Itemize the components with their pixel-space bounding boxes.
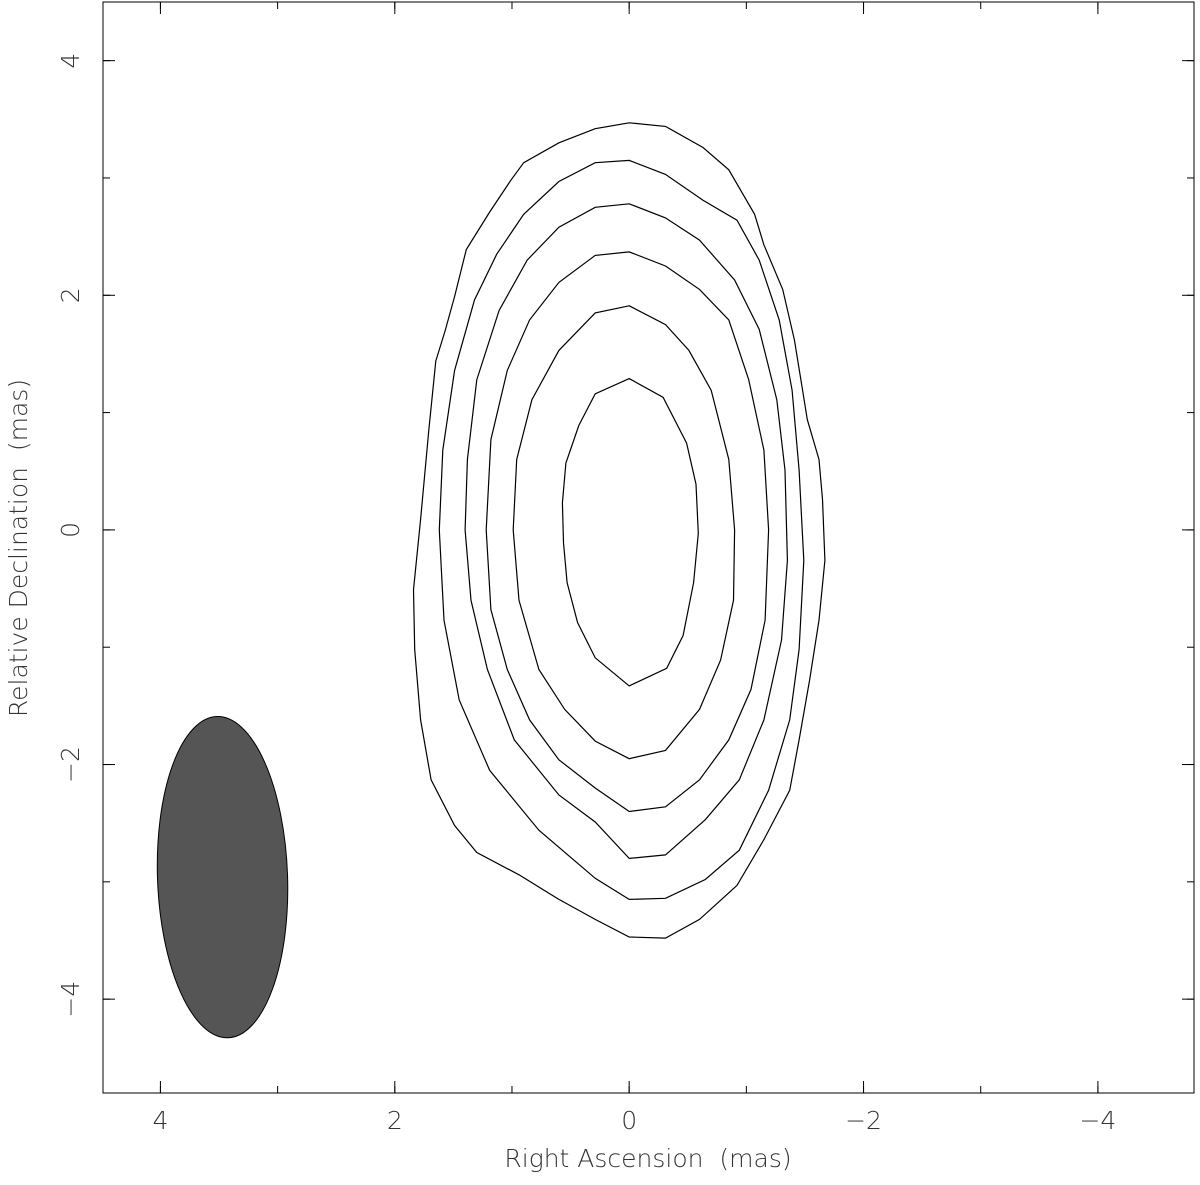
- y-tick-label: 4: [56, 53, 85, 69]
- contour-line: [485, 251, 770, 813]
- x-tick-label: −4: [1079, 1106, 1116, 1135]
- contour-line: [412, 122, 826, 939]
- y-tick-label: 0: [56, 522, 85, 538]
- contour-line: [464, 203, 789, 860]
- y-axis-label: Relative Declination (mas): [4, 379, 33, 717]
- contour-line: [438, 159, 805, 901]
- beam: [156, 716, 289, 1039]
- x-tick-label: 2: [387, 1106, 403, 1135]
- y-tick-label: −4: [56, 981, 85, 1018]
- y-tick-label: −2: [56, 746, 85, 783]
- plot-frame: [102, 1, 1195, 1094]
- x-tick-label: −2: [845, 1106, 882, 1135]
- x-tick-label: 4: [152, 1106, 168, 1135]
- y-tick-label: 2: [56, 287, 85, 303]
- x-tick-label: 0: [621, 1106, 637, 1135]
- contour-line: [512, 305, 736, 760]
- x-axis-label: Right Ascension (mas): [504, 1144, 791, 1173]
- contour-line: [561, 377, 699, 687]
